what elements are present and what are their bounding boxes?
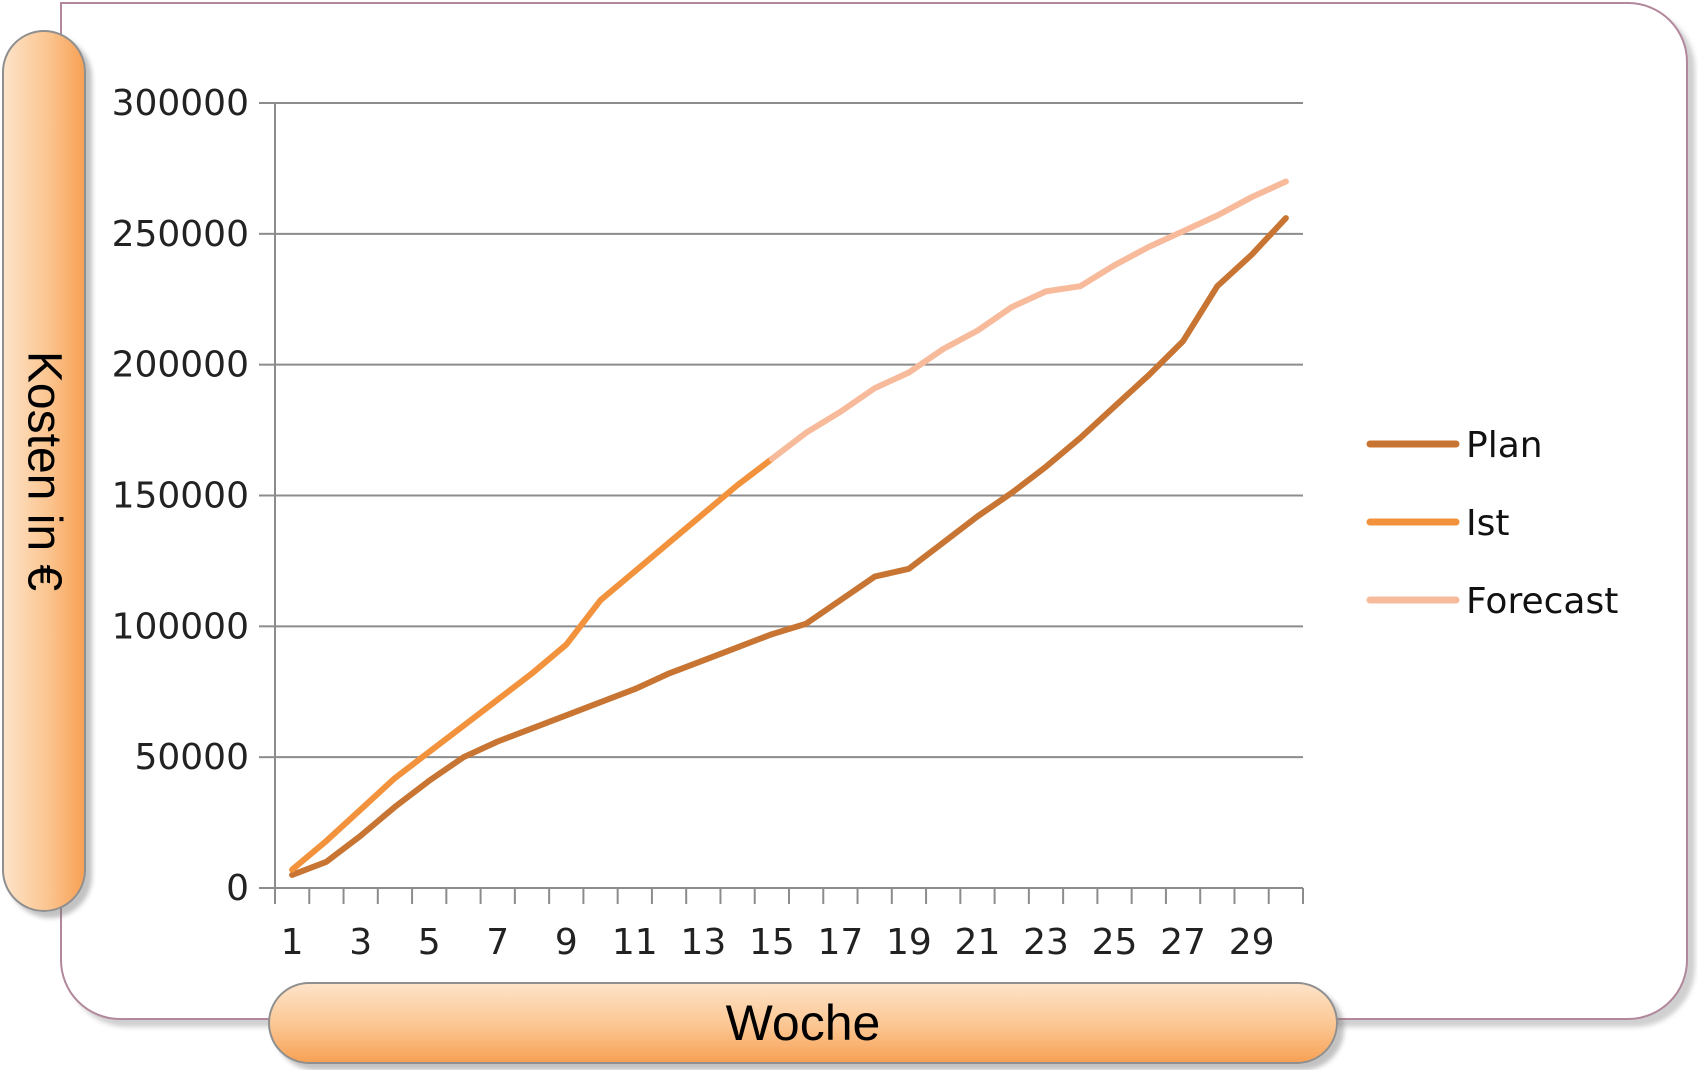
- x-tick-label: 23: [1023, 922, 1069, 963]
- x-tick-label: 25: [1092, 922, 1138, 963]
- x-axis-label-box: Woche: [268, 982, 1338, 1064]
- y-tick-label: 100000: [112, 606, 249, 647]
- y-tick-label: 0: [226, 868, 249, 909]
- y-axis-label-box: [2, 30, 86, 912]
- x-tick-label: 7: [486, 922, 509, 963]
- x-tick-label: 29: [1229, 922, 1275, 963]
- x-tick-label: 17: [817, 922, 863, 963]
- x-tick-label: 5: [418, 922, 441, 963]
- legend-item-ist: Ist: [1366, 503, 1510, 544]
- x-tick-label: 21: [955, 922, 1001, 963]
- legend-item-forecast: Forecast: [1366, 581, 1618, 622]
- y-tick-labels: 0 50000 100000 150000 200000 250000 300000: [112, 83, 249, 909]
- legend-item-plan: Plan: [1366, 425, 1543, 466]
- x-tick-label: 15: [749, 922, 795, 963]
- y-tick-label: 200000: [112, 345, 249, 386]
- y-tick-label: 50000: [134, 737, 249, 778]
- x-tick-label: 9: [555, 922, 578, 963]
- x-tick-label: 27: [1160, 922, 1206, 963]
- legend: Plan Ist Forecast: [1366, 425, 1618, 622]
- series-line-forecast: [768, 178, 1289, 462]
- x-axis-label: Woche: [725, 995, 881, 1051]
- x-tick-label: 11: [612, 922, 658, 963]
- x-tick-label: 1: [281, 922, 304, 963]
- x-tick-label: 19: [886, 922, 932, 963]
- x-tick-label: 13: [680, 922, 726, 963]
- chart-card: [60, 2, 1688, 1020]
- gridlines: [275, 102, 1303, 759]
- legend-label: Ist: [1466, 503, 1510, 544]
- y-axis-label: Kosten in €: [17, 350, 71, 592]
- y-tick-label: 250000: [112, 214, 249, 255]
- x-tick-label: 3: [349, 922, 372, 963]
- y-tick-label: 300000: [112, 83, 249, 124]
- series-line-plan: [289, 215, 1289, 878]
- legend-label: Plan: [1466, 425, 1543, 466]
- axes: [259, 102, 1304, 904]
- y-tick-label: 150000: [112, 476, 249, 517]
- legend-label: Forecast: [1466, 581, 1618, 622]
- series-lines: [289, 178, 1289, 878]
- x-tick-labels: 1 3 5 7 9 11 13 15 17 19 21 23 25 27 29: [281, 922, 1275, 963]
